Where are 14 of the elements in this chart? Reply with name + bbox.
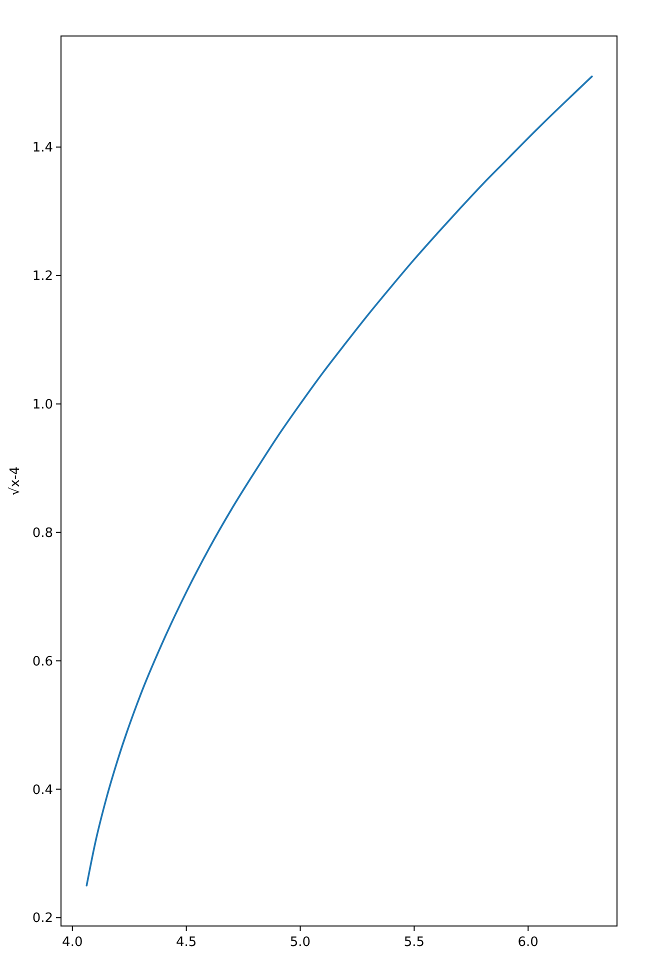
x-tick-label: 4.0 [62, 935, 83, 950]
x-tick-label: 4.5 [176, 935, 197, 950]
line-series [86, 76, 593, 886]
y-tick-label: 0.8 [32, 526, 53, 541]
y-tick-label: 1.2 [32, 269, 53, 284]
y-tick-label: 1.0 [32, 397, 53, 412]
x-tick-label: 6.0 [518, 935, 538, 950]
y-tick-label: 0.6 [32, 654, 53, 670]
x-tick-label: 5.0 [290, 935, 311, 950]
y-tick-label: 0.4 [32, 782, 53, 798]
y-tick-label: 1.4 [32, 140, 53, 156]
y-tick-label: 0.2 [32, 911, 53, 926]
x-tick-label: 5.5 [404, 935, 425, 950]
y-axis-title: √x-4 [8, 466, 23, 496]
